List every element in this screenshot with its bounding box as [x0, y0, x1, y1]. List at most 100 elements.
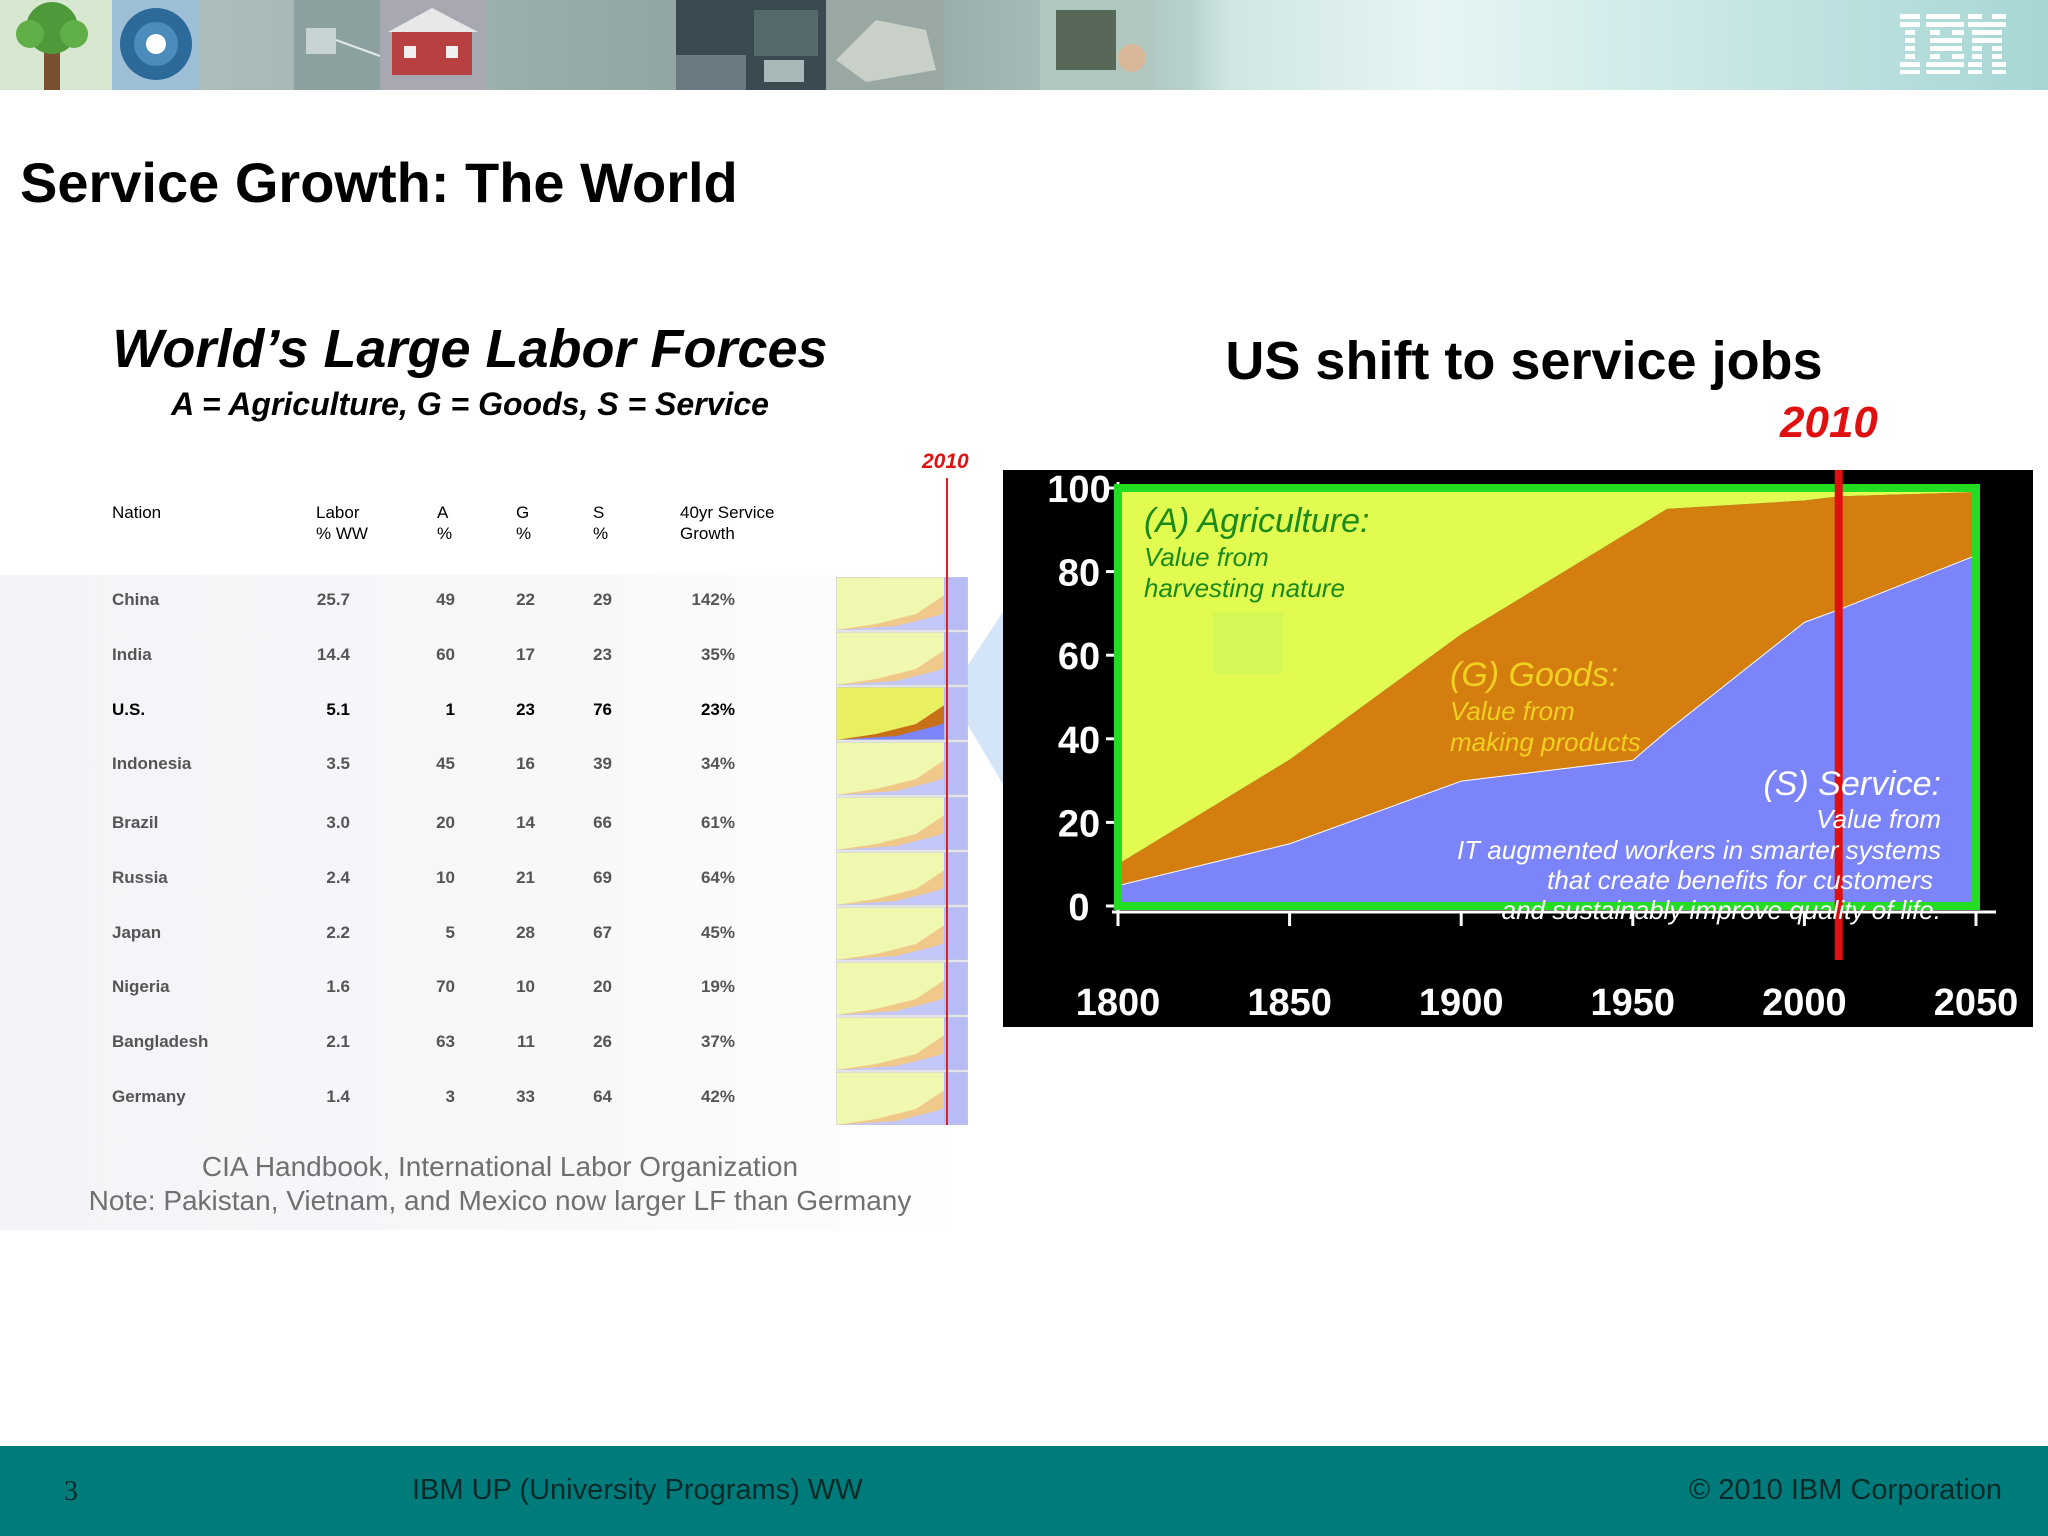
- cell-s: 23: [593, 645, 612, 664]
- header-growth: 40yr Service: [680, 503, 775, 522]
- label-goods-line: Value from: [1450, 696, 1575, 726]
- label-service-line: that create benefits for customers: [1547, 865, 1933, 895]
- cell-nation: Russia: [112, 868, 168, 887]
- ibm-logo: [1900, 14, 2006, 74]
- cell-s: 67: [593, 923, 612, 942]
- cell-s: 26: [593, 1032, 612, 1051]
- cell-nation: Brazil: [112, 813, 159, 832]
- cell-a: 49: [436, 590, 455, 609]
- cell-a: 10: [436, 868, 455, 887]
- cell-growth: 61%: [700, 813, 735, 832]
- sparkline-thumbnail: [836, 741, 968, 796]
- header-banner: [0, 0, 2048, 90]
- area-s-service: [1118, 554, 1976, 906]
- sparkline-thumbnail: [836, 906, 968, 961]
- labor-forces-title: World’s Large Labor Forces: [112, 319, 828, 379]
- table-row: China 25.7 49 22 29 142%: [0, 590, 840, 644]
- cell-g: 23: [516, 700, 535, 719]
- cell-growth: 64%: [700, 868, 735, 887]
- cell-growth: 42%: [700, 1087, 735, 1106]
- header-labor: Labor: [316, 503, 360, 522]
- cell-nation: Germany: [112, 1087, 186, 1106]
- note-line: Note: Pakistan, Vietnam, and Mexico now …: [88, 1185, 912, 1216]
- cell-labor: 25.7: [316, 590, 350, 609]
- y-tick-label: 40: [1058, 720, 1100, 762]
- x-tick-label: 2050: [1934, 982, 2019, 1024]
- cell-nation: China: [112, 590, 160, 609]
- cell-g: 14: [516, 813, 535, 832]
- sparkline-thumbnail: [836, 631, 968, 686]
- cell-g: 28: [516, 923, 535, 942]
- header-nation: Nation: [112, 503, 162, 522]
- cell-labor: 14.4: [316, 645, 350, 664]
- cell-labor: 2.4: [326, 868, 350, 887]
- cell-a: 1: [445, 700, 455, 719]
- cell-s: 39: [593, 754, 612, 773]
- table-row: Japan 2.2 5 28 67 45%: [0, 923, 840, 977]
- labor-forces-subtitle: A = Agriculture, G = Goods, S = Service: [171, 386, 769, 422]
- sparkline-thumbnail: [836, 961, 968, 1016]
- header-g-unit: %: [516, 524, 532, 543]
- header-a: A: [437, 503, 449, 522]
- table-row: Nigeria 1.6 70 10 20 19%: [0, 977, 840, 1031]
- cell-g: 10: [516, 977, 535, 996]
- x-tick-label: 2000: [1762, 982, 1847, 1024]
- map-image: [826, 0, 944, 90]
- sparkline-thumbnail: [836, 796, 968, 851]
- y-tick-label: 60: [1058, 636, 1100, 678]
- header-s-unit: %: [593, 524, 609, 543]
- sparkline-thumbnail: [836, 686, 968, 741]
- header-g: G: [516, 503, 530, 522]
- label-goods-title: (G) Goods:: [1450, 656, 1618, 694]
- cell-growth: 23%: [700, 700, 735, 719]
- footer-program: IBM UP (University Programs) WW: [412, 1474, 863, 1506]
- year-marker-line: [946, 478, 948, 1125]
- cell-a: 60: [436, 645, 455, 664]
- cell-s: 66: [593, 813, 612, 832]
- city-image: [676, 0, 826, 90]
- table-row: Russia 2.4 10 21 69 64%: [0, 868, 840, 922]
- y-tick-label: 20: [1058, 803, 1100, 845]
- cell-growth: 19%: [700, 977, 735, 996]
- cell-s: 20: [593, 977, 612, 996]
- table-row: Germany 1.4 3 33 64 42%: [0, 1087, 840, 1141]
- cell-g: 11: [517, 1032, 535, 1051]
- table-row: Indonesia 3.5 45 16 39 34%: [0, 754, 840, 808]
- area-a-agriculture: [1118, 488, 1976, 865]
- source-line: CIA Handbook, International Labor Organi…: [201, 1151, 799, 1182]
- sparkline-column: [836, 577, 968, 1125]
- cell-s: 64: [593, 1087, 612, 1106]
- table-row-highlighted: U.S. 5.1 1 23 76 23%: [0, 700, 840, 754]
- y-tick-label: 0: [1068, 887, 1089, 929]
- cell-s: 76: [593, 700, 612, 719]
- sparkline-thumbnail: [836, 577, 968, 631]
- cell-labor: 2.2: [326, 923, 350, 942]
- header-s: S: [593, 503, 605, 522]
- source-note: CIA Handbook, International Labor Organi…: [30, 1150, 970, 1218]
- cell-a: 45: [436, 754, 455, 773]
- y-tick-label: 80: [1058, 553, 1100, 595]
- chart-areas: [1117, 488, 1977, 906]
- chart-axes: 0 20 40 60 80 100 1800 1850 1900 1950 2000 2050: [1047, 470, 2018, 1024]
- house-image: [380, 0, 486, 90]
- header-growth-unit: Growth: [680, 524, 735, 543]
- cell-growth: 35%: [700, 645, 735, 664]
- footer-bar: 3 IBM UP (University Programs) WW © 2010…: [0, 1446, 2048, 1536]
- chart-marker: [1834, 470, 1843, 960]
- cell-nation: Nigeria: [112, 977, 170, 996]
- cell-labor: 1.6: [326, 977, 350, 996]
- page-number: 3: [64, 1476, 78, 1507]
- cell-a: 70: [436, 977, 455, 996]
- cell-nation: Indonesia: [112, 754, 192, 773]
- table-background: [0, 575, 970, 1230]
- area-g-goods: [1118, 492, 1976, 886]
- label-goods-line: making products: [1450, 727, 1641, 757]
- footer-copyright: © 2010 IBM Corporation: [1688, 1474, 2002, 1506]
- slide-title: Service Growth: The World: [20, 151, 738, 214]
- label-agriculture-line: Value from: [1144, 542, 1269, 572]
- cell-growth: 142%: [691, 590, 735, 609]
- sparkline-thumbnail: [836, 851, 968, 906]
- cell-g: 22: [516, 590, 535, 609]
- cell-nation: Japan: [112, 923, 162, 942]
- cell-g: 16: [516, 754, 535, 773]
